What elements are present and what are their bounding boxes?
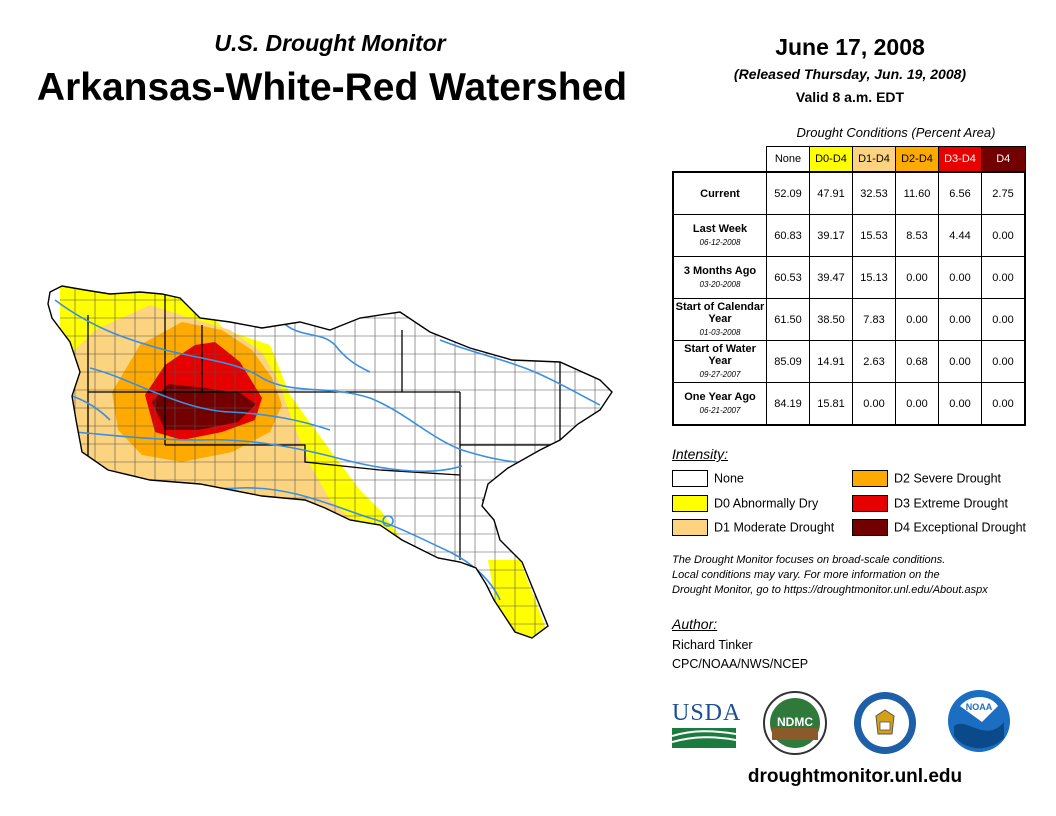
table-cell: 11.60 xyxy=(895,171,939,215)
table-cell: 52.09 xyxy=(766,171,810,215)
usda-logo-graphic xyxy=(672,728,736,748)
table-row: One Year Ago 06-21-2007 84.19 15.81 0.00 … xyxy=(672,382,1026,426)
table-cell: 61.50 xyxy=(766,298,810,341)
row-label-one-year-ago: One Year Ago 06-21-2007 xyxy=(672,382,767,426)
legend-swatch-d2 xyxy=(852,470,888,487)
table-cell: 7.83 xyxy=(852,298,896,341)
cimarron-river xyxy=(89,367,331,431)
table-cell: 0.00 xyxy=(981,298,1026,341)
legend-item-d1: D1 Moderate Drought xyxy=(672,519,834,536)
map-subtitle: U.S. Drought Monitor xyxy=(214,30,446,56)
noaa-logo: NOAA xyxy=(948,690,1010,752)
legend-item-d3: D3 Extreme Drought xyxy=(852,495,1008,512)
table-row: Start of Calendar Year 01-03-2008 61.50 3… xyxy=(672,298,1026,341)
table-cell: 0.00 xyxy=(981,340,1026,383)
website-link[interactable]: droughtmonitor.unl.edu xyxy=(747,766,963,787)
table-cell: 47.91 xyxy=(809,171,853,215)
table-caption: Drought Conditions (Percent Area) xyxy=(796,125,996,140)
table-cell: 32.53 xyxy=(852,171,896,215)
valid-time: Valid 8 a.m. EDT xyxy=(795,89,905,105)
table-row: Current 52.09 47.91 32.53 11.60 6.56 2.7… xyxy=(672,171,1026,215)
legend-swatch-d1 xyxy=(672,519,708,536)
legend-item-d2: D2 Severe Drought xyxy=(852,470,1001,487)
col-header-none: None xyxy=(766,146,810,173)
table-cell: 2.75 xyxy=(981,171,1026,215)
row-label-current: Current xyxy=(672,171,767,215)
table-row: 3 Months Ago 03-20-2008 60.53 39.47 15.13… xyxy=(672,256,1026,299)
d4-region xyxy=(152,384,256,430)
table-cell: 15.81 xyxy=(809,382,853,426)
table-cell: 6.56 xyxy=(938,171,982,215)
table-header-row: None D0-D4 D1-D4 D2-D4 D3-D4 D4 xyxy=(673,146,1026,173)
table-corner xyxy=(673,147,767,173)
table-cell: 0.68 xyxy=(895,340,939,383)
legend-item-d4: D4 Exceptional Drought xyxy=(852,519,1026,536)
col-header-d3-d4: D3-D4 xyxy=(938,146,982,173)
author-title: Author: xyxy=(672,616,718,632)
row-label-last-week: Last Week 06-12-2008 xyxy=(672,214,767,257)
white-river xyxy=(439,339,601,406)
col-header-d1-d4: D1-D4 xyxy=(852,146,896,173)
table-cell: 0.00 xyxy=(852,382,896,426)
watershed-map xyxy=(47,285,613,639)
author-name: Richard Tinker xyxy=(672,638,753,652)
table-row: Start of Water Year 09-27-2007 85.09 14.9… xyxy=(672,340,1026,383)
table-cell: 0.00 xyxy=(895,382,939,426)
legend-swatch-d4 xyxy=(852,519,888,536)
canadian-river xyxy=(74,431,463,472)
legend-title: Intensity: xyxy=(672,446,729,462)
ndmc-logo-text: NDMC xyxy=(777,715,813,729)
river-tributary xyxy=(279,319,371,373)
table-cell: 15.53 xyxy=(852,214,896,257)
table-cell: 0.00 xyxy=(981,256,1026,299)
table-cell: 38.50 xyxy=(809,298,853,341)
release-date: (Released Thursday, Jun. 19, 2008) xyxy=(733,66,967,82)
legend-swatch-none xyxy=(672,470,708,487)
table-cell: 15.13 xyxy=(852,256,896,299)
table-row: Last Week 06-12-2008 60.83 39.17 15.53 8.… xyxy=(672,214,1026,257)
table-cell: 14.91 xyxy=(809,340,853,383)
legend-swatch-d3 xyxy=(852,495,888,512)
table-cell: 0.00 xyxy=(895,298,939,341)
table-cell: 0.00 xyxy=(938,340,982,383)
drought-stats-table: None D0-D4 D1-D4 D2-D4 D3-D4 D4 Current … xyxy=(672,146,1026,426)
map-title: Arkansas-White-Red Watershed xyxy=(36,66,628,109)
table-cell: 0.00 xyxy=(895,256,939,299)
table-cell: 60.53 xyxy=(766,256,810,299)
legend-item-none: None xyxy=(672,470,744,487)
col-header-d2-d4: D2-D4 xyxy=(895,146,939,173)
col-header-d0-d4: D0-D4 xyxy=(809,146,853,173)
d0-region-south xyxy=(488,560,550,638)
table-cell: 8.53 xyxy=(895,214,939,257)
table-cell: 0.00 xyxy=(938,382,982,426)
table-cell: 0.00 xyxy=(981,382,1026,426)
table-cell: 85.09 xyxy=(766,340,810,383)
map-date: June 17, 2008 xyxy=(775,34,925,60)
legend-item-d0: D0 Abnormally Dry xyxy=(672,495,818,512)
row-label-start-of-calendar-year: Start of Calendar Year 01-03-2008 xyxy=(672,298,767,341)
table-cell: 84.19 xyxy=(766,382,810,426)
noaa-logo-text: NOAA xyxy=(966,702,993,712)
author-org: CPC/NOAA/NWS/NCEP xyxy=(672,657,809,671)
ndmc-logo: NDMC xyxy=(763,691,827,755)
disclaimer-note: The Drought Monitor focuses on broad-sca… xyxy=(672,554,988,596)
table-cell: 60.83 xyxy=(766,214,810,257)
usda-logo: USDA xyxy=(672,700,742,726)
table-cell: 4.44 xyxy=(938,214,982,257)
rivers xyxy=(54,299,601,601)
state-borders xyxy=(87,290,610,560)
legend-swatch-d0 xyxy=(672,495,708,512)
arkansas-river xyxy=(54,299,576,464)
reservoir xyxy=(382,515,394,527)
table-cell: 0.00 xyxy=(981,214,1026,257)
table-cell: 39.17 xyxy=(809,214,853,257)
table-cell: 0.00 xyxy=(938,298,982,341)
table-cell: 39.47 xyxy=(809,256,853,299)
row-label-start-of-water-year: Start of Water Year 09-27-2007 xyxy=(672,340,767,383)
col-header-d4: D4 xyxy=(981,146,1026,173)
table-cell: 2.63 xyxy=(852,340,896,383)
row-label-3-months-ago: 3 Months Ago 03-20-2008 xyxy=(672,256,767,299)
table-cell: 0.00 xyxy=(938,256,982,299)
commerce-seal-logo xyxy=(854,692,916,754)
